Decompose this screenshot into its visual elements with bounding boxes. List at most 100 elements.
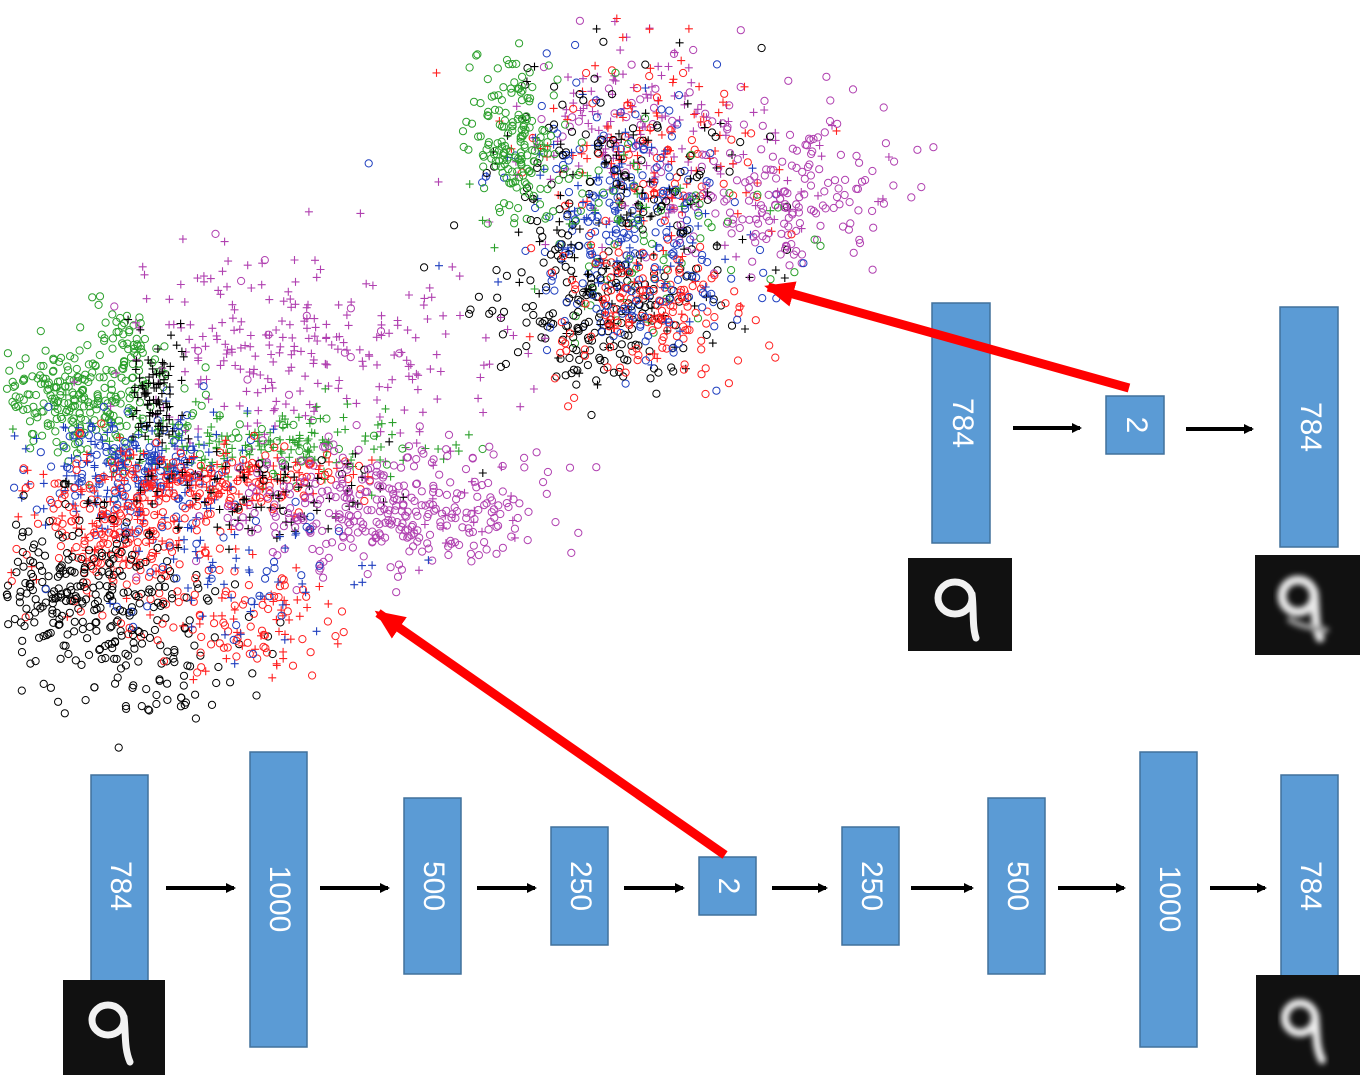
scatter-point-red-plus — [202, 483, 211, 491]
scatter-point-blue-plus — [187, 623, 196, 631]
scatter-point-blue-plus — [274, 578, 283, 586]
scatter-point-black-circle — [118, 571, 127, 580]
scatter-point-black-circle — [695, 170, 704, 179]
scatter-point-magenta-circle — [868, 206, 877, 216]
scatter-point-red-circle — [48, 516, 57, 525]
scatter-point-magenta-circle — [689, 45, 698, 55]
scatter-point-blue-circle — [127, 607, 136, 616]
bottom-layer-250-encoder — [550, 826, 609, 946]
scatter-point-magenta-circle — [394, 482, 403, 491]
scatter-point-black-plus — [675, 38, 684, 47]
scatter-point-magenta-circle — [372, 533, 381, 543]
scatter-point-magenta-circle — [472, 483, 481, 492]
scatter-point-blue-circle — [550, 286, 559, 295]
scatter-point-red-plus — [684, 24, 693, 33]
scatter-point-black-circle — [31, 595, 40, 604]
scatter-point-red-circle — [114, 548, 123, 557]
scatter-point-magenta-circle — [446, 536, 455, 546]
scatter-point-black-circle — [565, 353, 574, 363]
scatter-point-magenta-circle — [363, 465, 373, 474]
scatter-point-black-circle — [38, 577, 47, 587]
scatter-point-green-circle — [611, 68, 620, 78]
scatter-point-black-circle — [639, 208, 648, 217]
scatter-point-blue-circle — [634, 216, 643, 225]
scatter-point-red-plus — [367, 456, 376, 465]
scatter-point-green-circle — [727, 266, 736, 275]
scatter-point-black-circle — [586, 177, 595, 186]
scatter-point-magenta-circle — [513, 513, 522, 523]
scatter-point-black-plus — [221, 462, 230, 471]
scatter-point-blue-circle — [669, 348, 678, 357]
scatter-point-magenta-circle — [305, 486, 314, 495]
scatter-point-red-circle — [743, 158, 752, 167]
scatter-point-black-circle — [162, 657, 171, 666]
scatter-point-red-plus — [554, 191, 563, 199]
scatter-point-magenta-circle — [293, 516, 302, 525]
scatter-point-magenta-plus — [636, 115, 645, 124]
scatter-point-blue-circle — [651, 275, 660, 284]
scatter-point-blue-circle — [102, 447, 111, 457]
scatter-point-magenta-circle — [300, 494, 309, 503]
scatter-point-black-plus — [166, 362, 175, 371]
scatter-point-magenta-circle — [795, 219, 805, 228]
scatter-point-magenta-circle — [444, 430, 454, 439]
scatter-point-green-circle — [773, 203, 783, 212]
bottom-reconstructed-digit-image — [1256, 975, 1360, 1075]
scatter-point-blue-plus — [625, 243, 634, 252]
scatter-point-green-plus — [201, 455, 209, 464]
scatter-point-magenta-circle — [277, 456, 286, 465]
scatter-point-blue-circle — [657, 105, 666, 114]
scatter-point-green-plus — [465, 180, 474, 189]
scatter-point-black-circle — [669, 367, 678, 376]
scatter-point-red-circle — [306, 648, 315, 657]
scatter-point-black-circle — [482, 168, 491, 178]
scatter-point-black-circle — [157, 659, 166, 668]
scatter-point-black-circle — [561, 371, 570, 380]
scatter-point-green-circle — [495, 203, 504, 213]
scatter-point-magenta-circle — [830, 176, 840, 185]
scatter-point-black-circle — [70, 617, 79, 626]
bottom-deep-autoencoder-network: 784 1000 500 250 2 250 500 1000 784 — [63, 751, 1360, 1075]
scatter-point-black-circle — [641, 60, 650, 69]
scatter-point-black-circle — [338, 469, 347, 479]
scatter-point-black-plus — [172, 341, 181, 350]
scatter-point-green-circle — [244, 443, 253, 452]
bottom-layer-1000-encoder-label: 1000 — [263, 866, 296, 933]
scatter-point-blue-circle — [121, 527, 130, 536]
scatter-point-green-circle — [76, 414, 86, 423]
scatter-point-black-circle — [604, 247, 613, 256]
scatter-point-green-circle — [647, 239, 657, 248]
scatter-point-magenta-plus — [311, 403, 320, 412]
scatter-point-magenta-plus — [751, 201, 760, 210]
scatter-point-green-circle — [49, 354, 58, 363]
scatter-point-magenta-plus — [393, 316, 402, 325]
scatter-point-black-plus — [239, 473, 248, 482]
scatter-point-black-plus — [131, 365, 140, 374]
scatter-point-green-circle — [490, 105, 500, 115]
scatter-point-magenta-circle — [832, 193, 842, 202]
top-decoder-output-layer — [1279, 306, 1339, 548]
scatter-point-blue-circle — [84, 431, 94, 440]
scatter-point-green-circle — [2, 384, 12, 393]
scatter-point-magenta-circle — [444, 550, 453, 560]
scatter-point-black-plus — [183, 458, 192, 467]
scatter-point-red-plus — [659, 246, 668, 255]
scatter-point-red-circle — [628, 347, 637, 356]
scatter-point-red-circle — [733, 356, 743, 365]
scatter-point-blue-circle — [627, 311, 637, 320]
scatter-point-black-circle — [106, 623, 115, 632]
scatter-point-blue-circle — [120, 522, 130, 531]
scatter-point-magenta-circle — [769, 166, 778, 175]
scatter-point-green-circle — [500, 160, 509, 169]
bottom-layer-250-decoder — [841, 826, 900, 946]
scatter-point-magenta-plus — [272, 397, 281, 406]
scatter-point-blue-plus — [612, 257, 621, 266]
scatter-point-black-circle — [168, 590, 177, 599]
scatter-point-black-circle — [502, 271, 511, 280]
scatter-point-red-plus — [695, 82, 704, 91]
top-decoder-output-layer-label: 784 — [1294, 402, 1327, 452]
scatter-point-red-circle — [653, 320, 663, 329]
scatter-point-black-circle — [757, 43, 766, 53]
scatter-point-blue-circle — [96, 441, 105, 450]
scatter-point-red-circle — [618, 289, 627, 298]
